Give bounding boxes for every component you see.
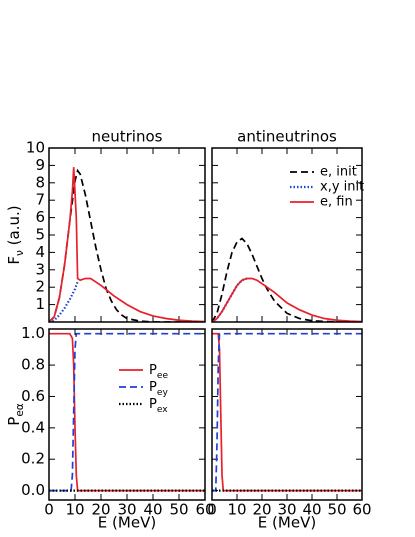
x-tick-label: 50 [327, 501, 346, 519]
x-tick-label: 30 [117, 501, 136, 519]
x-tick-label: 60 [195, 501, 214, 519]
x-axis-label: E (MeV) [98, 514, 156, 532]
series-line [212, 332, 362, 492]
series-line [212, 332, 362, 492]
x-tick-label: 0 [44, 501, 54, 519]
y-tick-label: 7 [35, 191, 45, 209]
series-line [49, 332, 205, 492]
y-tick-label: 2 [35, 278, 45, 296]
x-tick-label: 0 [207, 501, 217, 519]
x-tick-label: 20 [91, 501, 110, 519]
y-tick-label: 10 [26, 139, 45, 157]
y-tick-label: 0.4 [21, 418, 45, 436]
x-tick-label: 40 [302, 501, 321, 519]
plot-area [212, 332, 362, 492]
legend-label: x,y init [320, 180, 364, 195]
series-line [212, 277, 248, 322]
plot-area [212, 237, 362, 322]
frame [211, 147, 363, 323]
frame [48, 328, 206, 501]
y-tick-label: 1.0 [21, 324, 45, 342]
legend-label: e, init [320, 165, 357, 180]
y-tick-label: 0.6 [21, 387, 45, 405]
x-tick-label: 50 [169, 501, 188, 519]
legend-label: e, fin [320, 195, 353, 210]
y-tick-label: 3 [35, 260, 45, 278]
series-line [212, 237, 362, 322]
y-tick-label: 6 [35, 208, 45, 226]
y-tick-label: 0.8 [21, 356, 45, 374]
legend-label: Pex [149, 397, 168, 415]
x-tick-label: 40 [143, 501, 162, 519]
y-tick-label: 5 [35, 226, 45, 244]
series-line [212, 277, 362, 322]
series-line [49, 281, 79, 322]
y-axis-label: Fν (a.u.) [5, 205, 27, 264]
y-tick-label: 8 [35, 173, 45, 191]
frame [211, 328, 363, 501]
y-axis-label: Peα [5, 403, 27, 426]
y-tick-label: 0.2 [21, 450, 45, 468]
series-line [49, 167, 205, 322]
panel-title: antineutrinos [237, 128, 337, 146]
x-tick-label: 10 [227, 501, 246, 519]
frame [48, 147, 206, 323]
x-axis-label: E (MeV) [258, 514, 316, 532]
x-tick-label: 10 [65, 501, 84, 519]
x-tick-label: 60 [352, 501, 371, 519]
plot-area [49, 167, 205, 322]
y-tick-label: 9 [35, 156, 45, 174]
y-tick-label: 4 [35, 243, 45, 261]
legend-label: Pey [149, 380, 168, 398]
x-tick-label: 30 [277, 501, 296, 519]
panel-title: neutrinos [92, 128, 163, 146]
y-tick-label: 0.0 [21, 481, 45, 499]
legend-label: Pee [149, 363, 168, 381]
y-tick-label: 1 [35, 295, 45, 313]
plot-area [49, 332, 205, 492]
x-tick-label: 20 [252, 501, 271, 519]
